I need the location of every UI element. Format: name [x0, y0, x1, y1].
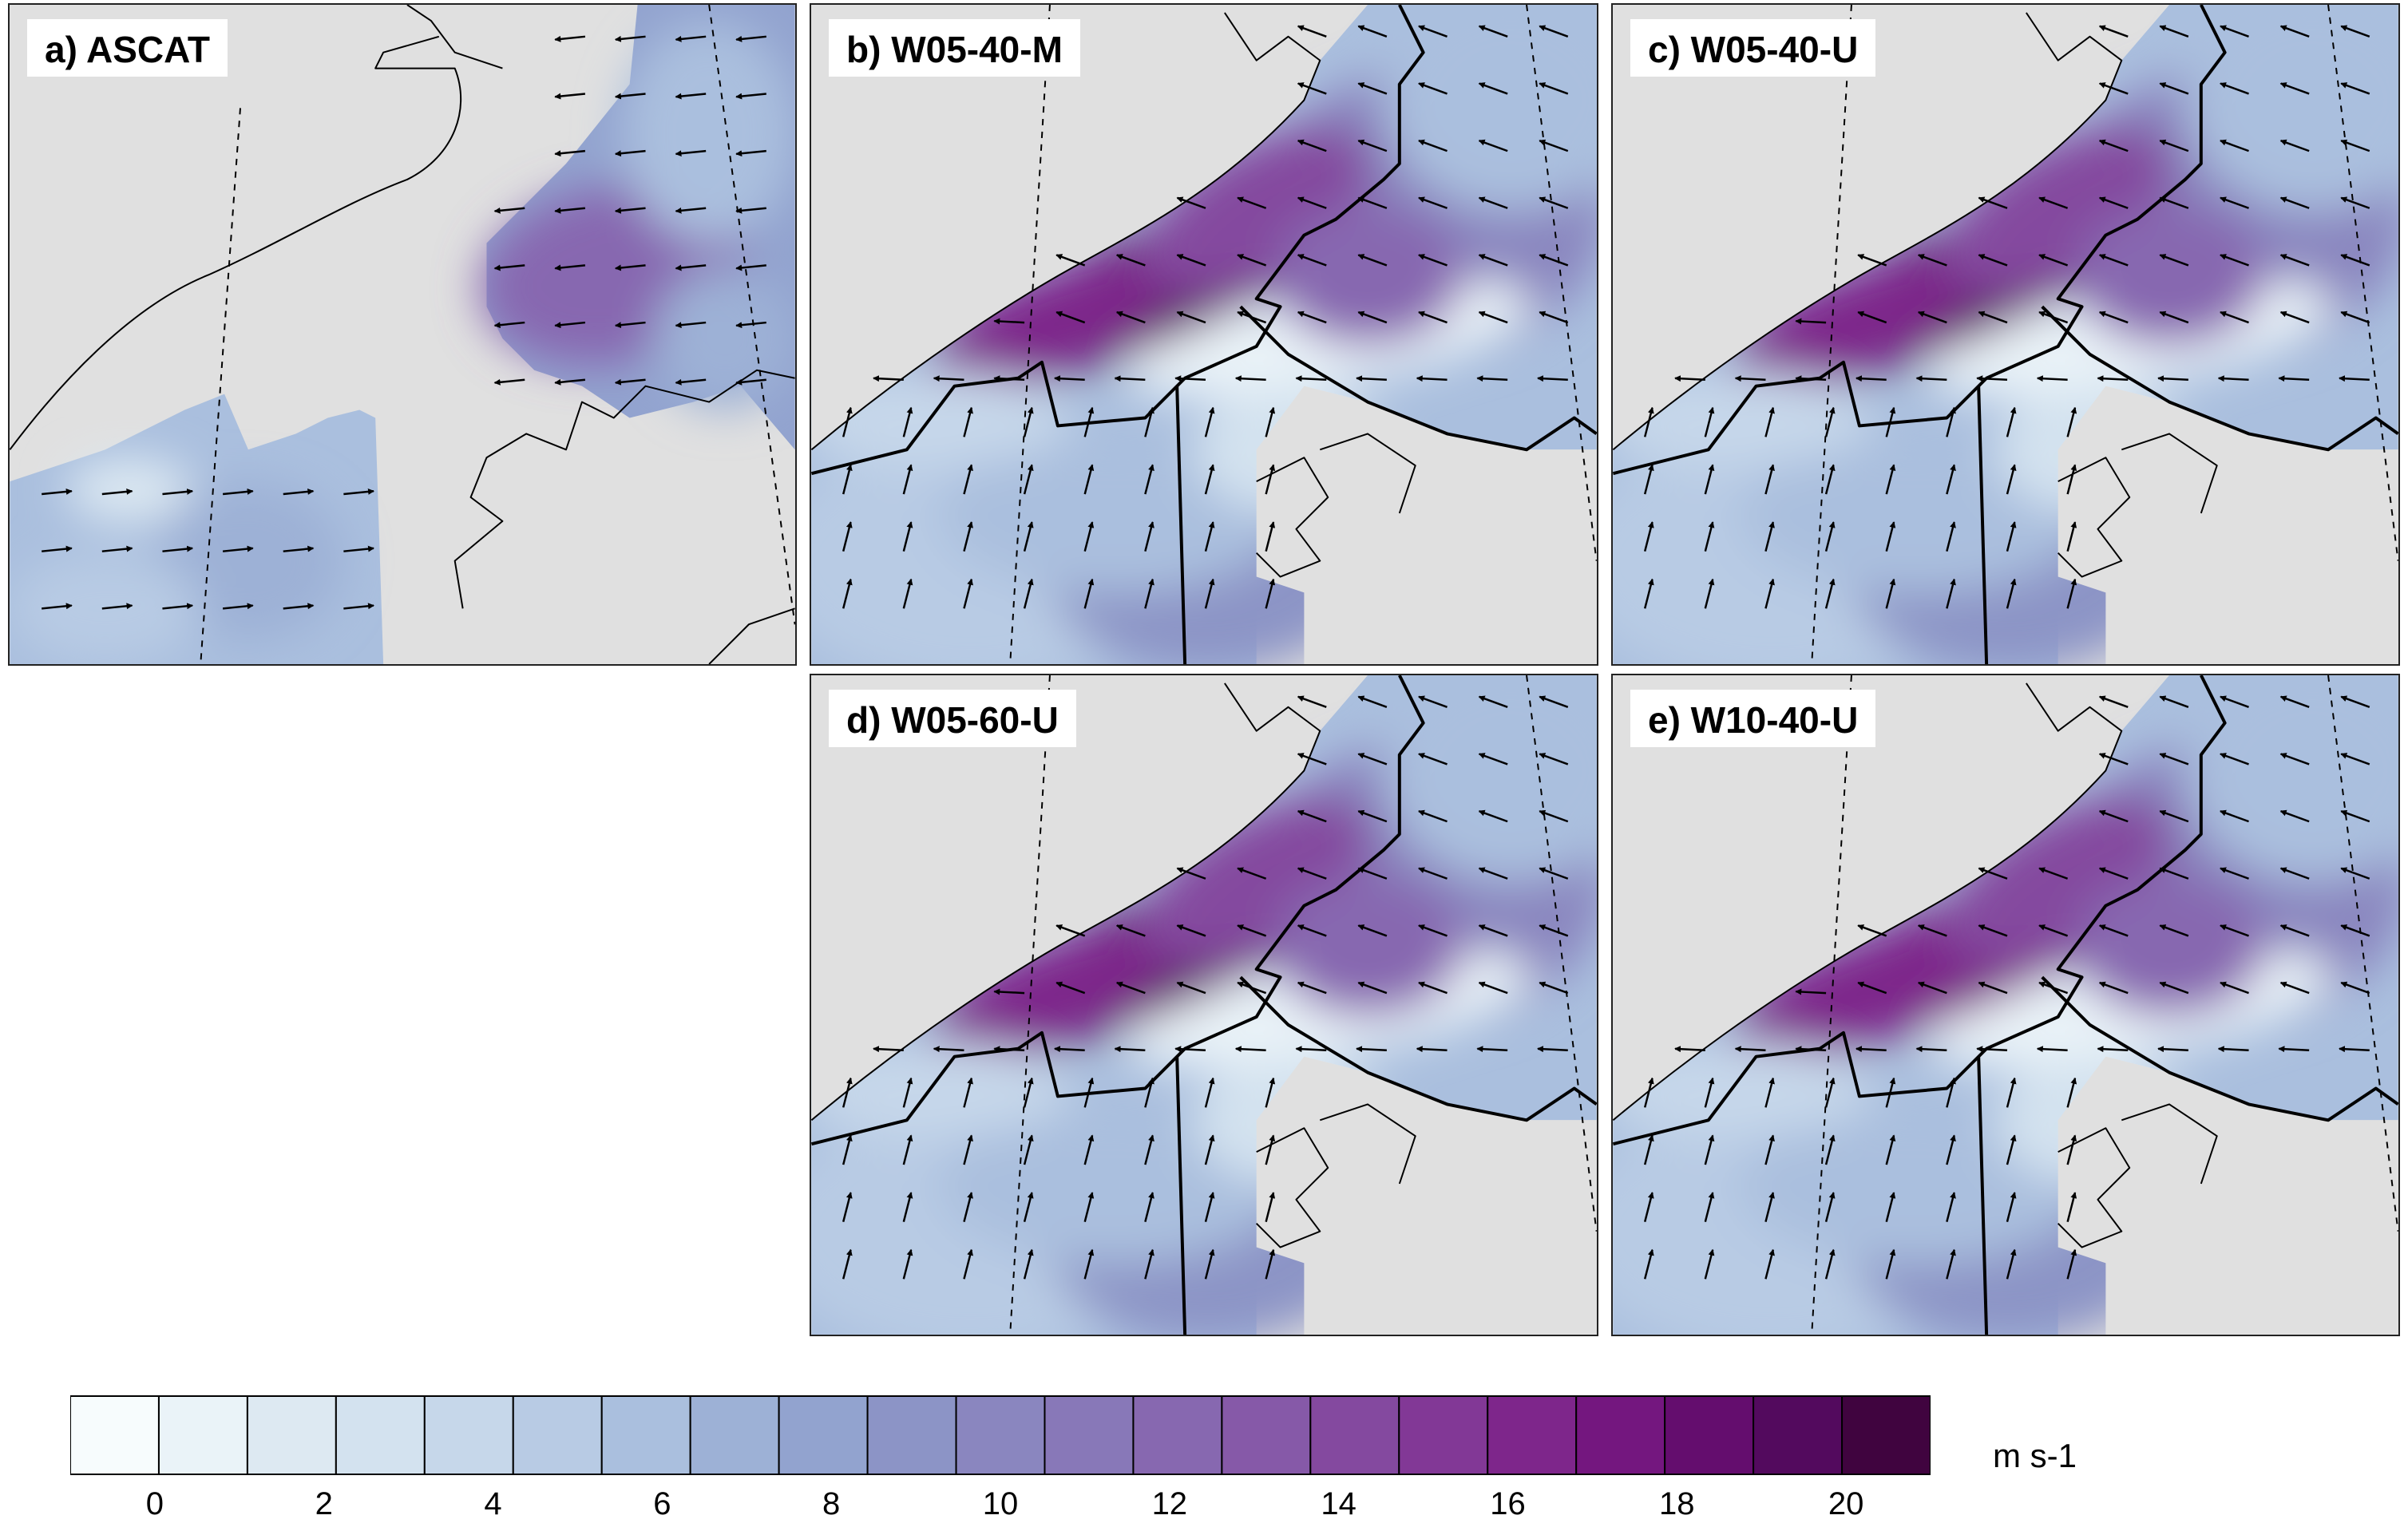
panel-title: a) ASCAT	[27, 19, 228, 77]
boundary-line	[2041, 305, 2398, 452]
boundary-line	[1526, 5, 1597, 561]
colorbar-swatch	[955, 1395, 1046, 1475]
wind-vectors	[1643, 695, 2370, 1280]
colorbar-swatch	[1487, 1395, 1578, 1475]
colorbar-swatch	[1309, 1395, 1400, 1475]
colorbar-unit: m s-1	[1993, 1437, 2077, 1474]
boundary-line	[811, 675, 1425, 1146]
boundary-line	[1977, 386, 1989, 664]
boundary-line	[200, 108, 241, 664]
wind-vectors	[842, 695, 1569, 1280]
colorbar	[70, 1395, 1931, 1475]
colorbar-tick-label: 20	[1828, 1486, 1864, 1521]
colorbar-swatch	[335, 1395, 426, 1475]
colorbar-swatch	[246, 1395, 337, 1475]
panel-d-w05-60-u: d) W05-60-U	[810, 674, 1598, 1336]
colorbar-swatch	[866, 1395, 957, 1475]
panel-e-w10-40-u: e) W10-40-U	[1611, 674, 2400, 1336]
boundary-line	[2041, 975, 2398, 1122]
boundary-line	[2057, 433, 2218, 578]
panel-title: d) W05-60-U	[829, 690, 1076, 748]
boundary-line	[1811, 675, 1852, 1335]
colorbar-swatch	[1044, 1395, 1135, 1475]
boundary-line	[1255, 1103, 1416, 1248]
panel-title: c) W05-40-U	[1630, 19, 1876, 77]
boundary-line	[1613, 5, 2227, 476]
boundary-line	[1175, 386, 1187, 664]
wind-speed-field	[10, 457, 344, 664]
boundary-line	[1239, 975, 1597, 1122]
boundary-line	[708, 5, 795, 625]
colorbar-swatch	[1841, 1395, 1931, 1475]
boundary-line	[406, 5, 503, 69]
boundary-line	[2057, 1103, 2218, 1248]
colorbar-swatch	[1221, 1395, 1312, 1475]
boundary-line	[1526, 675, 1597, 1232]
wind-map	[1613, 5, 2398, 664]
colorbar-tick-label: 12	[1151, 1486, 1188, 1521]
wind-vectors	[1643, 25, 2370, 609]
colorbar-swatch	[423, 1395, 514, 1475]
colorbar-tick-label: 14	[1321, 1486, 1356, 1521]
colorbar-swatch	[1398, 1395, 1489, 1475]
colorbar-tick-label: 16	[1490, 1486, 1526, 1521]
colorbar-swatch	[512, 1395, 603, 1475]
colorbar-swatch	[600, 1395, 691, 1475]
colorbar-swatch	[1753, 1395, 1844, 1475]
wind-map	[811, 675, 1597, 1335]
colorbar-tick-label: 6	[653, 1486, 671, 1521]
colorbar-swatch	[1132, 1395, 1223, 1475]
colorbar-tick-label: 18	[1659, 1486, 1695, 1521]
colorbar-swatch	[778, 1395, 869, 1475]
colorbar-swatch	[70, 1395, 160, 1475]
boundary-line	[1977, 1056, 1989, 1335]
boundary-line	[10, 35, 461, 450]
boundary-line	[1239, 305, 1597, 452]
wind-speed-field	[480, 20, 795, 410]
wind-map	[10, 5, 795, 664]
wind-vectors	[842, 25, 1569, 609]
panel-title: e) W10-40-U	[1630, 690, 1876, 748]
panel-title: b) W05-40-M	[829, 19, 1080, 77]
panel-b-w05-40-m: b) W05-40-M	[810, 3, 1598, 666]
colorbar-swatch	[157, 1395, 248, 1475]
colorbar-tick-label: 10	[982, 1486, 1019, 1521]
colorbar-swatch	[1575, 1395, 1666, 1475]
boundary-line	[1175, 1056, 1187, 1335]
panel-c-w05-40-u: c) W05-40-U	[1611, 3, 2400, 666]
boundary-line	[1255, 433, 1416, 578]
boundary-line	[811, 5, 1425, 476]
boundary-line	[2327, 675, 2398, 1232]
wind-map	[1613, 675, 2398, 1335]
wind-vectors	[42, 35, 766, 610]
boundary-line	[1009, 675, 1051, 1335]
colorbar-tick-label: 4	[484, 1486, 502, 1521]
colorbar-tick-label: 8	[822, 1486, 841, 1521]
boundary-line	[453, 369, 795, 609]
boundary-line	[708, 607, 795, 664]
boundary-line	[1613, 675, 2227, 1146]
colorbar-tick-label: 0	[145, 1486, 164, 1521]
boundary-line	[1009, 5, 1051, 664]
boundary-line	[2327, 5, 2398, 561]
wind-map	[811, 5, 1597, 664]
colorbar-swatch	[1664, 1395, 1755, 1475]
colorbar-swatch	[689, 1395, 780, 1475]
boundary-line	[1811, 5, 1852, 664]
panel-a-ascat: a) ASCAT	[8, 3, 797, 666]
colorbar-tick-label: 2	[315, 1486, 333, 1521]
